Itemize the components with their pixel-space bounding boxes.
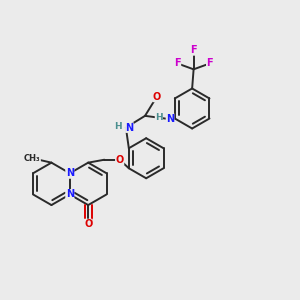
Text: N: N [66,190,74,200]
Text: N: N [66,168,74,178]
Text: N: N [125,123,134,133]
Text: H: H [155,113,163,122]
Text: O: O [116,155,124,165]
Text: CH₃: CH₃ [24,154,40,163]
Text: F: F [190,45,197,55]
Text: O: O [84,219,92,229]
Text: H: H [114,122,122,131]
Text: O: O [153,92,161,102]
Text: F: F [206,58,213,68]
Text: F: F [174,58,181,68]
Text: N: N [166,114,174,124]
